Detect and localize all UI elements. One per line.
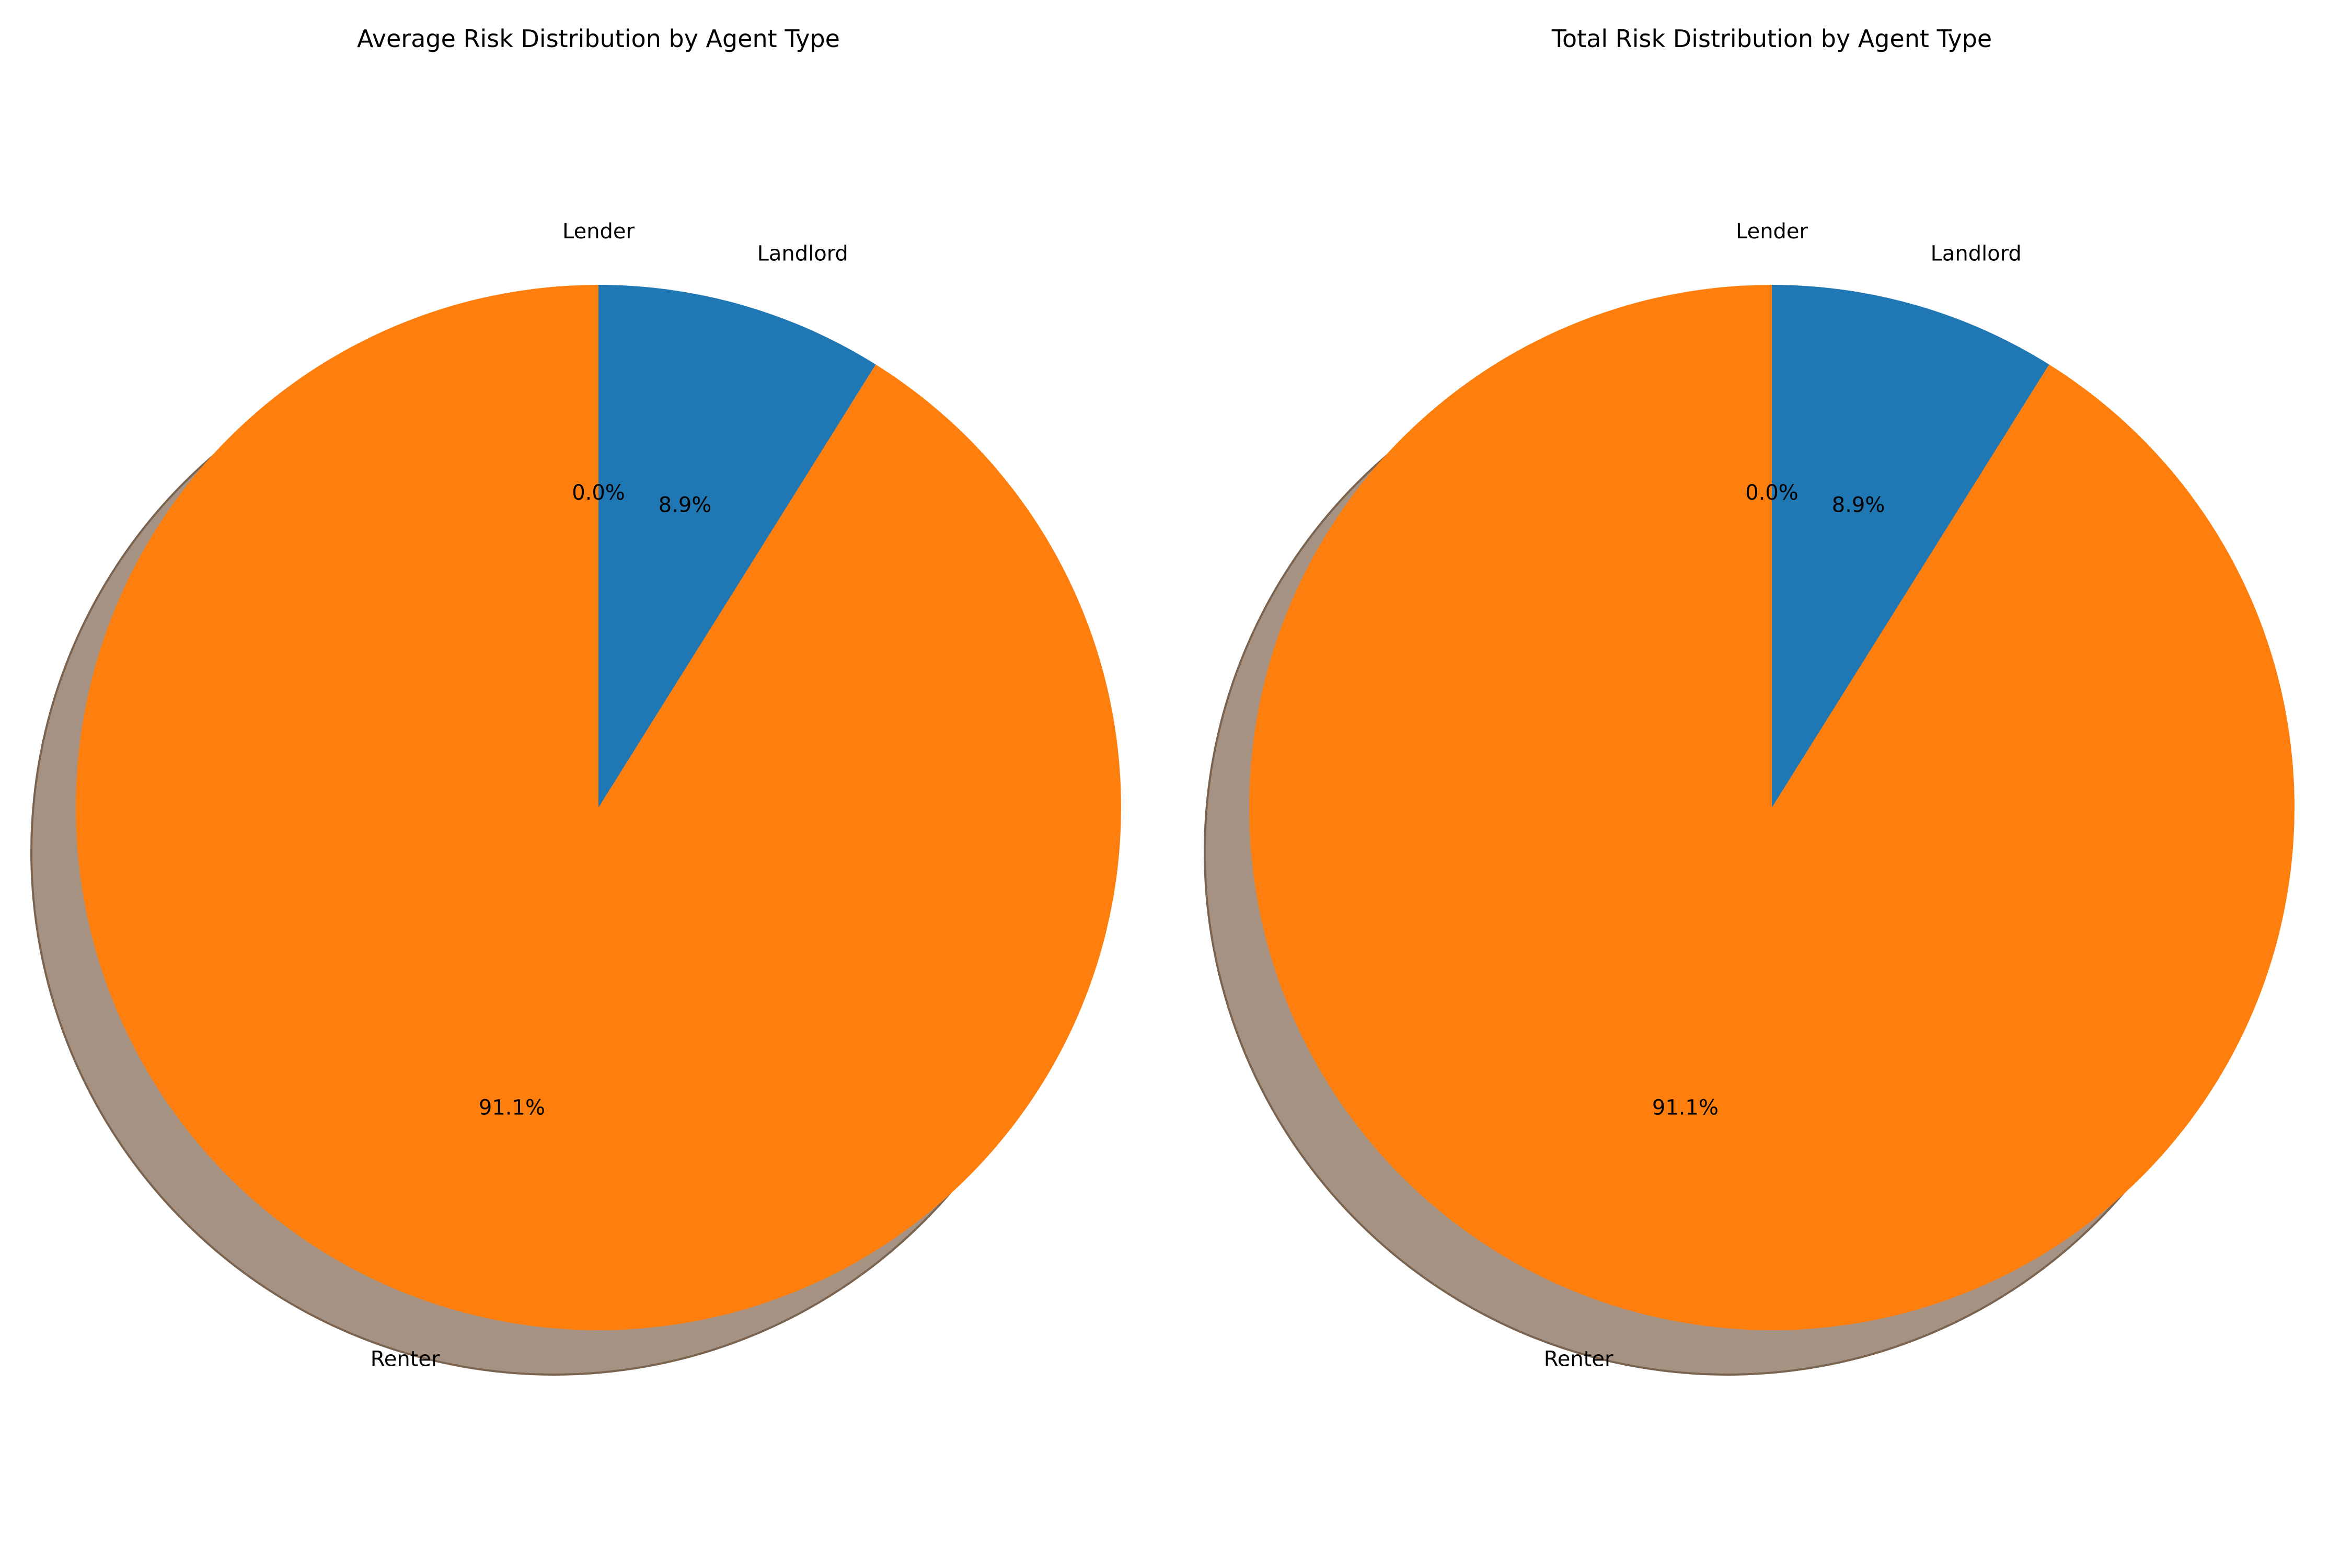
pct-label-lender: 0.0% <box>572 481 625 505</box>
pie-chart-average-risk: Average Risk Distribution by Agent Type … <box>30 25 1121 1376</box>
pct-label-renter: 91.1% <box>479 1096 545 1120</box>
pct-label-landlord: 8.9% <box>1832 493 1885 517</box>
slice-label-lender: Lender <box>1736 220 1808 244</box>
slice-label-renter: Renter <box>1544 1347 1613 1371</box>
chart-title: Total Risk Distribution by Agent Type <box>1551 25 1992 53</box>
pct-label-landlord: 8.9% <box>659 493 712 517</box>
pie-slice-landlord <box>1772 285 2049 808</box>
slice-label-landlord: Landlord <box>757 242 848 266</box>
pie-labels: Renter 91.1% Landlord 8.9% Lender 0.0% <box>1544 220 2022 1371</box>
pie-labels: Renter 91.1% Landlord 8.9% Lender 0.0% <box>371 220 848 1371</box>
pct-label-renter: 91.1% <box>1652 1096 1719 1120</box>
slice-label-renter: Renter <box>371 1347 440 1371</box>
slice-label-landlord: Landlord <box>1931 242 2022 266</box>
chart-title: Average Risk Distribution by Agent Type <box>357 25 840 53</box>
pct-label-lender: 0.0% <box>1745 481 1798 505</box>
slice-label-lender: Lender <box>562 220 635 244</box>
pie-slice-landlord <box>598 285 876 808</box>
pie-slice-renter <box>75 285 1121 1331</box>
pie-slices <box>75 285 1121 1331</box>
pie-slice-renter <box>1249 285 2295 1331</box>
pie-chart-total-risk: Total Risk Distribution by Agent Type Re… <box>1204 25 2295 1376</box>
pie-slices <box>1249 285 2295 1331</box>
